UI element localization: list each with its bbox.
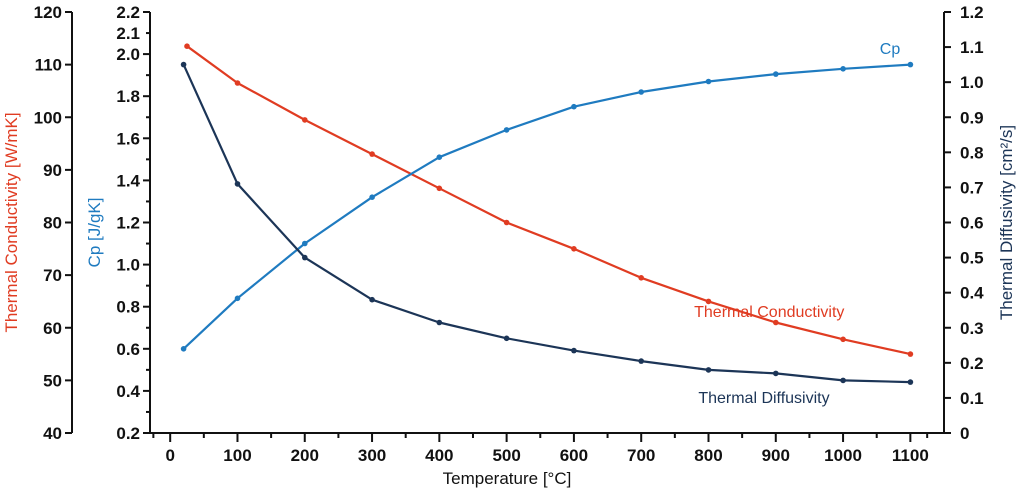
x-axis-title: Temperature [°C] bbox=[443, 469, 572, 488]
data-point bbox=[705, 367, 712, 373]
diffusivity-tick-label: 0.2 bbox=[960, 354, 984, 373]
cp-tick-label: 2.0 bbox=[116, 45, 140, 64]
conductivity-tick-label: 80 bbox=[43, 214, 62, 233]
x-tick-label: 1000 bbox=[824, 446, 862, 465]
conductivity-tick-label: 100 bbox=[34, 108, 62, 127]
data-point bbox=[302, 117, 308, 123]
data-point bbox=[638, 275, 644, 281]
data-point bbox=[773, 370, 779, 377]
x-tick-label: 200 bbox=[291, 446, 319, 465]
data-point bbox=[840, 66, 846, 72]
x-tick-label: 300 bbox=[358, 446, 386, 465]
series-line bbox=[182, 64, 911, 384]
data-point bbox=[180, 346, 187, 352]
x-tick-label: 100 bbox=[223, 446, 251, 465]
conductivity-tick-label: 50 bbox=[43, 371, 62, 390]
data-point bbox=[369, 151, 375, 157]
conductivity-tick-label: 120 bbox=[34, 3, 62, 22]
diffusivity-tick-label: 0.3 bbox=[960, 319, 984, 338]
data-point bbox=[907, 351, 914, 357]
cp-tick-label: 1.4 bbox=[116, 171, 140, 190]
cp-tick-label: 0.8 bbox=[116, 298, 140, 317]
diffusivity-tick-label: 0.8 bbox=[960, 143, 984, 162]
x-tick-label: 400 bbox=[425, 446, 453, 465]
data-point bbox=[302, 254, 308, 261]
labels-layer: Cp Thermal Conductivity Thermal Diffusivit… bbox=[694, 41, 900, 407]
data-point bbox=[907, 61, 914, 68]
conductivity-tick-label: 40 bbox=[43, 424, 62, 443]
series-label: Thermal Diffusivity bbox=[698, 390, 829, 407]
diffusivity-tick-label: 0.7 bbox=[960, 178, 984, 197]
diffusivity-tick-label: 1.1 bbox=[960, 38, 984, 57]
data-point bbox=[436, 185, 443, 192]
diffusivity-tick-label: 0.5 bbox=[960, 249, 984, 268]
cp-tick-label: 0.4 bbox=[116, 382, 140, 401]
data-point bbox=[503, 127, 510, 133]
cp-tick-label: 1.6 bbox=[116, 129, 140, 148]
data-point bbox=[705, 298, 712, 305]
series-layer bbox=[180, 43, 914, 385]
conductivity-tick-label: 110 bbox=[35, 56, 62, 75]
data-point bbox=[638, 89, 644, 95]
cp-tick-label: 1.2 bbox=[116, 214, 140, 233]
x-tick-label: 600 bbox=[560, 446, 588, 465]
data-point bbox=[180, 61, 187, 68]
data-point bbox=[705, 78, 712, 85]
axes-layer: 0 100 200 300 400 500 600 700 800 900 1000 1100Temp… bbox=[2, 3, 1016, 488]
data-point bbox=[184, 43, 190, 49]
cp-axis-title: Cp [J/gK] bbox=[85, 198, 104, 268]
data-point bbox=[369, 194, 375, 200]
x-tick-label: 0 bbox=[165, 446, 174, 465]
conductivity-tick-label: 60 bbox=[43, 319, 62, 338]
conductivity-axis-title: Thermal Conductivity [W/mK] bbox=[2, 112, 21, 332]
data-point bbox=[907, 379, 914, 385]
conductivity-tick-label: 70 bbox=[43, 266, 62, 285]
diffusivity-tick-label: 0.1 bbox=[960, 389, 984, 408]
data-point bbox=[638, 358, 644, 364]
data-point bbox=[436, 319, 443, 326]
series-label: Cp bbox=[880, 41, 901, 58]
diffusivity-tick-label: 0 bbox=[960, 424, 969, 443]
data-point bbox=[503, 335, 510, 342]
data-point bbox=[503, 219, 510, 226]
x-tick-label: 900 bbox=[762, 446, 790, 465]
data-point bbox=[234, 295, 241, 302]
diffusivity-tick-label: 0.9 bbox=[960, 108, 984, 127]
x-tick-label: 700 bbox=[627, 446, 655, 465]
cp-tick-label: 2.1 bbox=[116, 24, 140, 43]
cp-tick-label: 0.6 bbox=[116, 340, 140, 359]
series-line bbox=[186, 45, 911, 356]
data-point bbox=[302, 240, 308, 247]
data-point bbox=[840, 377, 846, 384]
data-point bbox=[234, 80, 241, 86]
data-point bbox=[773, 319, 779, 326]
cp-tick-label: 2.2 bbox=[116, 3, 140, 22]
data-point bbox=[773, 71, 779, 77]
diffusivity-tick-label: 0.4 bbox=[960, 284, 984, 303]
diffusivity-tick-label: 1.0 bbox=[960, 73, 984, 92]
x-tick-label: 1100 bbox=[892, 446, 929, 465]
series-line bbox=[182, 63, 911, 350]
data-point bbox=[436, 154, 443, 160]
cp-tick-label: 0.2 bbox=[116, 424, 140, 443]
conductivity-tick-label: 90 bbox=[43, 161, 62, 180]
diffusivity-tick-label: 0.6 bbox=[960, 214, 984, 233]
diffusivity-tick-label: 1.2 bbox=[960, 3, 984, 22]
data-point bbox=[571, 347, 577, 354]
data-point bbox=[234, 181, 241, 187]
x-tick-label: 500 bbox=[492, 446, 520, 465]
data-point bbox=[571, 246, 577, 252]
x-tick-label: 800 bbox=[694, 446, 722, 465]
cp-tick-label: 1.8 bbox=[116, 87, 140, 106]
series-label: Thermal Conductivity bbox=[694, 304, 844, 321]
data-point bbox=[571, 103, 577, 110]
data-point bbox=[840, 336, 846, 343]
cp-tick-label: 1.0 bbox=[116, 256, 140, 275]
diffusivity-axis-title: Thermal Diffusivity [cm²/s] bbox=[997, 125, 1016, 320]
data-point bbox=[369, 296, 375, 303]
